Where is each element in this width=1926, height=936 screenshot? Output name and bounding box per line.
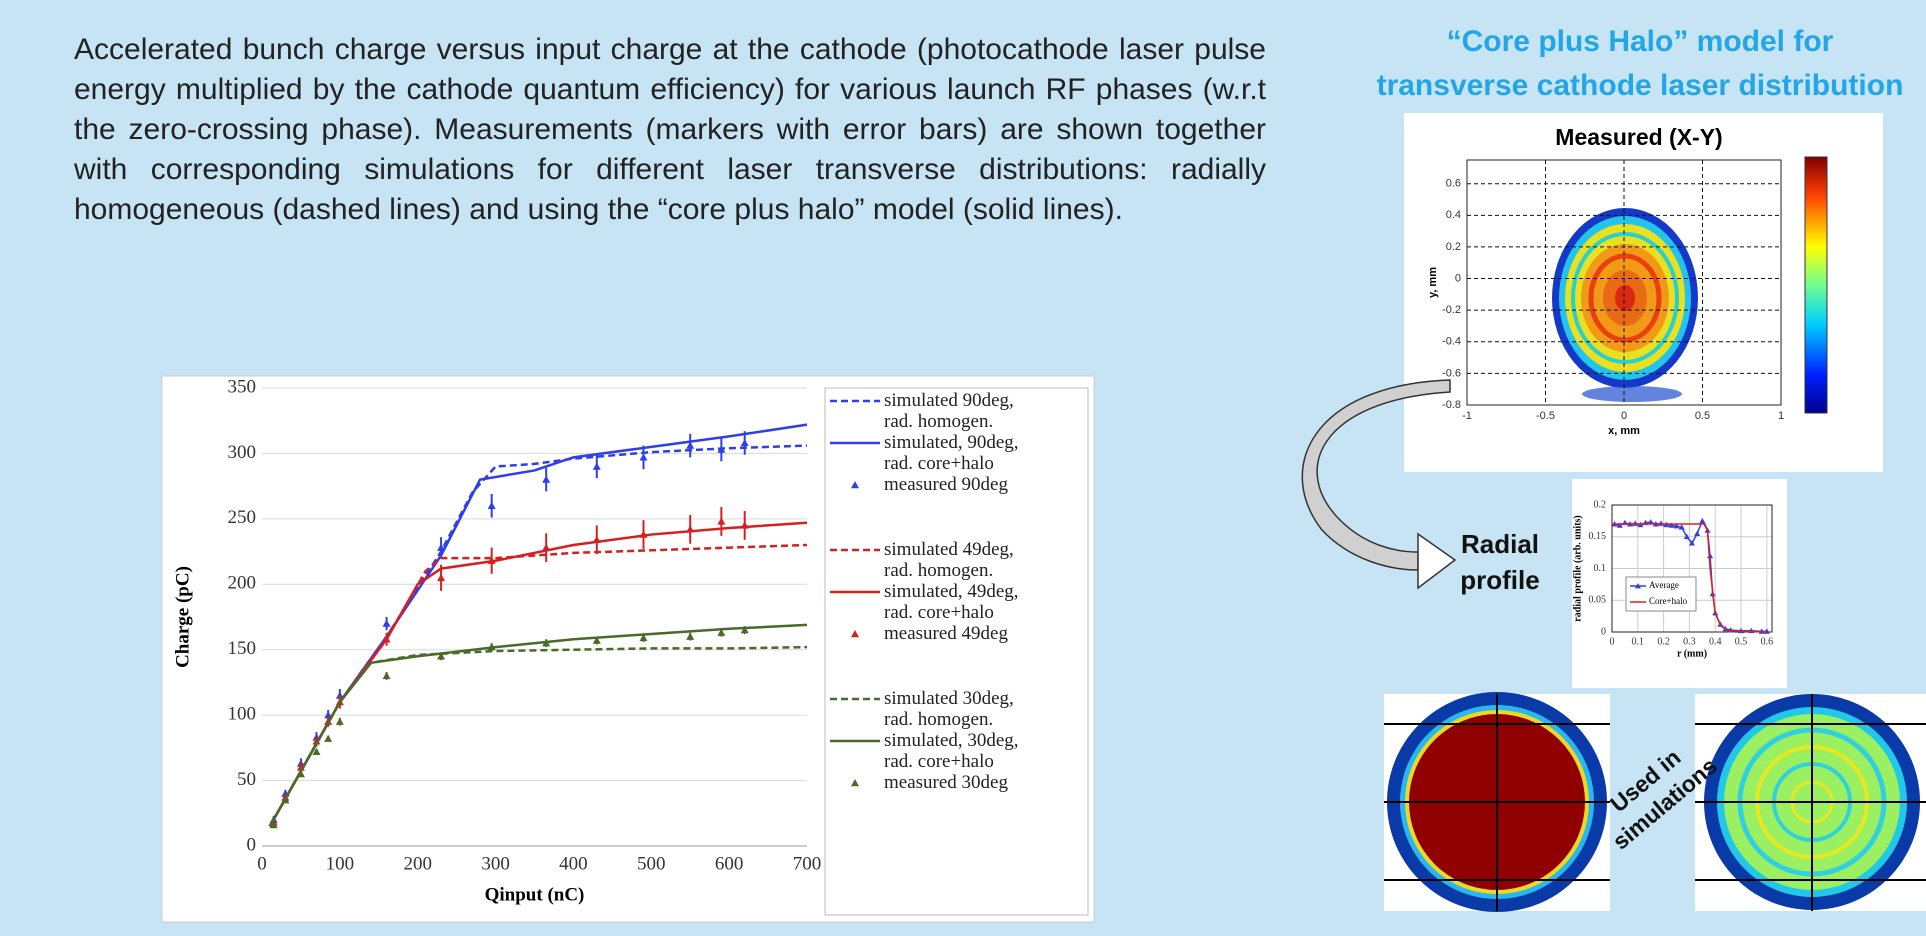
y-tick-label: 300 xyxy=(228,442,257,463)
legend-swatch xyxy=(826,539,884,560)
legend-swatch xyxy=(826,772,884,793)
side-title: “Core plus Halo” model for transverse ca… xyxy=(1260,20,1926,108)
y-axis-label: Charge (pC) xyxy=(172,566,193,668)
note-line: Radial xyxy=(1450,526,1550,562)
legend-label: simulated 49deg, rad. homogen. xyxy=(884,539,1044,581)
y-tick-label: 150 xyxy=(228,638,257,659)
legend-entry: simulated, 90deg, rad. core+halo xyxy=(826,432,1084,474)
legend-label: simulated 90deg, rad. homogen. xyxy=(884,390,1044,432)
y-axis-label: radial profile (arb. units) xyxy=(1572,515,1583,621)
legend-label: measured 49deg xyxy=(884,623,1044,644)
x-tick-label: -1 xyxy=(1462,410,1472,422)
x-tick-label: 0.5 xyxy=(1695,410,1710,422)
legend-entry: simulated 30deg, rad. homogen. xyxy=(826,688,1084,730)
y-tick-label: 0.15 xyxy=(1589,531,1607,542)
radial-profile-note: Radial profile xyxy=(1450,526,1550,598)
legend-marker xyxy=(851,481,859,488)
y-tick-label: 250 xyxy=(228,507,257,528)
legend-label: Average xyxy=(1649,580,1679,590)
x-tick-label: 600 xyxy=(715,853,744,874)
y-tick-label: 0 xyxy=(1601,626,1606,637)
legend-entry: simulated, 30deg, rad. core+halo xyxy=(826,730,1084,772)
legend-label: measured 90deg xyxy=(884,474,1044,495)
y-tick-label: -0.6 xyxy=(1442,367,1461,379)
x-tick-label: 1 xyxy=(1778,410,1784,422)
x-tick-label: -0.5 xyxy=(1536,410,1555,422)
legend-swatch xyxy=(826,432,884,453)
simulation-image-core xyxy=(1384,692,1610,912)
y-tick-label: -0.8 xyxy=(1442,399,1461,411)
x-tick-label: 0 xyxy=(257,853,267,874)
y-tick-label: 50 xyxy=(237,769,256,790)
x-tick-label: 0.1 xyxy=(1632,636,1645,647)
legend-label: simulated, 90deg, rad. core+halo xyxy=(884,432,1044,474)
legend-entry: measured 49deg xyxy=(826,623,1084,644)
x-tick-label: 200 xyxy=(403,853,432,874)
side-title-line: “Core plus Halo” model for xyxy=(1260,20,1926,64)
legend-swatch xyxy=(826,581,884,602)
x-tick-label: 500 xyxy=(637,853,666,874)
y-tick-label: 0.2 xyxy=(1446,241,1461,253)
chart-title: Measured (X-Y) xyxy=(1555,124,1722,150)
x-tick-label: 0.3 xyxy=(1683,636,1696,647)
x-tick-label: 0.5 xyxy=(1735,636,1748,647)
x-tick-label: 0 xyxy=(1621,410,1627,422)
legend-marker xyxy=(851,779,859,786)
x-tick-label: 0.2 xyxy=(1657,636,1670,647)
y-tick-label: 0.2 xyxy=(1594,499,1607,510)
x-tick-label: 0 xyxy=(1610,636,1615,647)
legend-label: Core+halo xyxy=(1649,596,1688,606)
legend-marker xyxy=(851,630,859,637)
note-line: profile xyxy=(1450,562,1550,598)
y-tick-label: 0 xyxy=(1455,272,1461,284)
legend-label: simulated, 30deg, rad. core+halo xyxy=(884,730,1044,772)
paragraph: Accelerated bunch charge versus input ch… xyxy=(74,30,1266,230)
legend-swatch xyxy=(826,730,884,751)
x-axis-label: r (mm) xyxy=(1677,648,1707,659)
slide: 0501001502002503003500100200300400500600… xyxy=(0,0,1926,936)
legend-swatch xyxy=(826,688,884,709)
simulation-image-measured xyxy=(1695,694,1926,911)
y-tick-label: 0.05 xyxy=(1589,595,1607,606)
x-tick-label: 300 xyxy=(481,853,510,874)
y-tick-label: 200 xyxy=(228,573,257,594)
legend-swatch xyxy=(826,474,884,495)
legend-swatch xyxy=(826,390,884,411)
y-tick-label: 0 xyxy=(247,834,257,855)
x-tick-label: 400 xyxy=(559,853,588,874)
y-tick-label: 0.1 xyxy=(1594,563,1607,574)
y-tick-label: -0.4 xyxy=(1442,336,1461,348)
legend-label: measured 30deg xyxy=(884,772,1044,793)
x-tick-label: 700 xyxy=(793,853,822,874)
x-tick-label: 100 xyxy=(326,853,355,874)
y-tick-label: 350 xyxy=(228,376,257,397)
legend-entry: simulated 90deg, rad. homogen. xyxy=(826,390,1084,432)
y-tick-label: 0.4 xyxy=(1446,209,1461,221)
legend-entry: simulated 49deg, rad. homogen. xyxy=(826,539,1084,581)
x-tick-label: 0.6 xyxy=(1761,636,1774,647)
y-tick-label: -0.2 xyxy=(1442,304,1461,316)
legend-entry: measured 90deg xyxy=(826,474,1084,495)
legend-entry: simulated, 49deg, rad. core+halo xyxy=(826,581,1084,623)
legend-swatch xyxy=(826,623,884,644)
x-axis-label: x, mm xyxy=(1608,425,1640,437)
legend-label: simulated, 49deg, rad. core+halo xyxy=(884,581,1044,623)
colorbar xyxy=(1805,157,1827,413)
legend: Average Core+halo xyxy=(1626,577,1696,611)
x-axis-label: Qinput (nC) xyxy=(485,884,585,905)
legend: simulated 90deg, rad. homogen.simulated,… xyxy=(826,390,1084,910)
legend-entry: measured 30deg xyxy=(826,772,1084,793)
y-tick-label: 0.6 xyxy=(1446,178,1461,190)
y-axis-label: y, mm xyxy=(1427,267,1439,298)
legend-label: simulated 30deg, rad. homogen. xyxy=(884,688,1044,730)
side-title-line: transverse cathode laser distribution xyxy=(1260,64,1926,108)
x-tick-label: 0.4 xyxy=(1709,636,1722,647)
y-tick-label: 100 xyxy=(228,704,257,725)
